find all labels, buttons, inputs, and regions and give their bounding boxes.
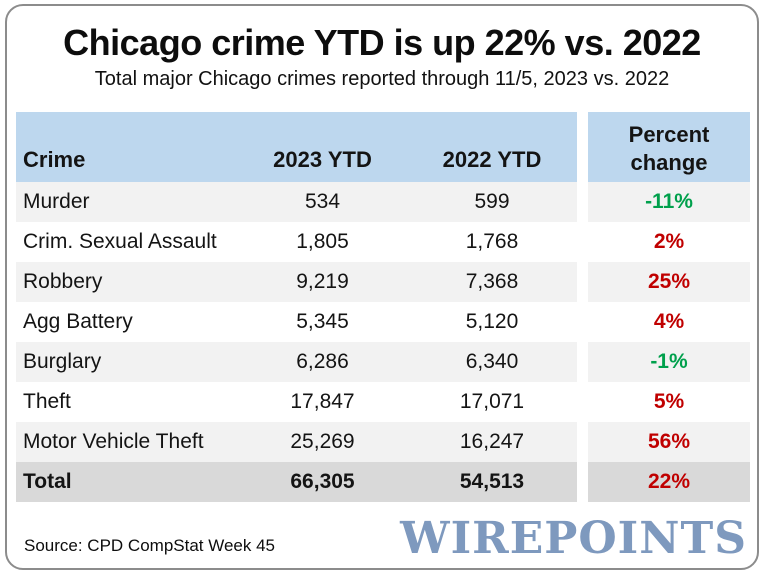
ytd2023-cell: 9,219: [238, 262, 407, 302]
total-ytd2022-cell: 54,513: [407, 462, 577, 502]
percent-change-cell: 5%: [588, 382, 750, 422]
ytd2022-cell: 17,071: [407, 382, 577, 422]
ytd2023-cell: 25,269: [238, 422, 407, 462]
column-gap: [577, 382, 588, 422]
column-gap: [577, 302, 588, 342]
ytd2022-cell: 6,340: [407, 342, 577, 382]
ytd2023-cell: 17,847: [238, 382, 407, 422]
total-crime-cell: Total: [16, 462, 238, 502]
column-gap: [577, 182, 588, 222]
ytd2022-cell: 599: [407, 182, 577, 222]
column-gap: [577, 342, 588, 382]
page-title: Chicago crime YTD is up 22% vs. 2022: [63, 22, 701, 63]
crime-cell: Theft: [16, 382, 238, 422]
column-gap: [577, 112, 588, 182]
percent-change-cell: 56%: [588, 422, 750, 462]
crime-cell: Agg Battery: [16, 302, 238, 342]
table-header-crime: Crime: [16, 112, 238, 182]
subtitle: Total major Chicago crimes reported thro…: [94, 68, 670, 90]
source-note: Source: CPD CompStat Week 45: [24, 536, 276, 555]
ytd2023-cell: 534: [238, 182, 407, 222]
crime-cell: Crim. Sexual Assault: [16, 222, 238, 262]
ytd2022-cell: 7,368: [407, 262, 577, 302]
ytd2023-cell: 6,286: [238, 342, 407, 382]
crime-cell: Burglary: [16, 342, 238, 382]
percent-change-cell: 4%: [588, 302, 750, 342]
ytd2022-cell: 1,768: [407, 222, 577, 262]
column-gap: [577, 422, 588, 462]
total-percent-change-cell: 22%: [588, 462, 750, 502]
ytd2022-cell: 5,120: [407, 302, 577, 342]
crime-cell: Motor Vehicle Theft: [16, 422, 238, 462]
ytd2023-cell: 1,805: [238, 222, 407, 262]
percent-change-cell: -11%: [588, 182, 750, 222]
column-gap: [577, 262, 588, 302]
table-header-percent-change: Percent change: [588, 112, 750, 182]
table-header-2022-ytd: 2022 YTD: [407, 112, 577, 182]
ytd2023-cell: 5,345: [238, 302, 407, 342]
crime-cell: Murder: [16, 182, 238, 222]
infographic-card: Chicago crime YTD is up 22% vs. 2022 Tot…: [5, 4, 759, 570]
wirepoints-logo: WIREPOINTS: [400, 513, 747, 564]
percent-change-cell: -1%: [588, 342, 750, 382]
crime-cell: Robbery: [16, 262, 238, 302]
percent-change-cell: 25%: [588, 262, 750, 302]
table-header-2023-ytd: 2023 YTD: [238, 112, 407, 182]
percent-change-cell: 2%: [588, 222, 750, 262]
total-ytd2023-cell: 66,305: [238, 462, 407, 502]
column-gap: [577, 462, 588, 502]
column-gap: [577, 222, 588, 262]
crime-table: Crime 2023 YTD 2022 YTD Percent change M…: [16, 112, 750, 502]
ytd2022-cell: 16,247: [407, 422, 577, 462]
